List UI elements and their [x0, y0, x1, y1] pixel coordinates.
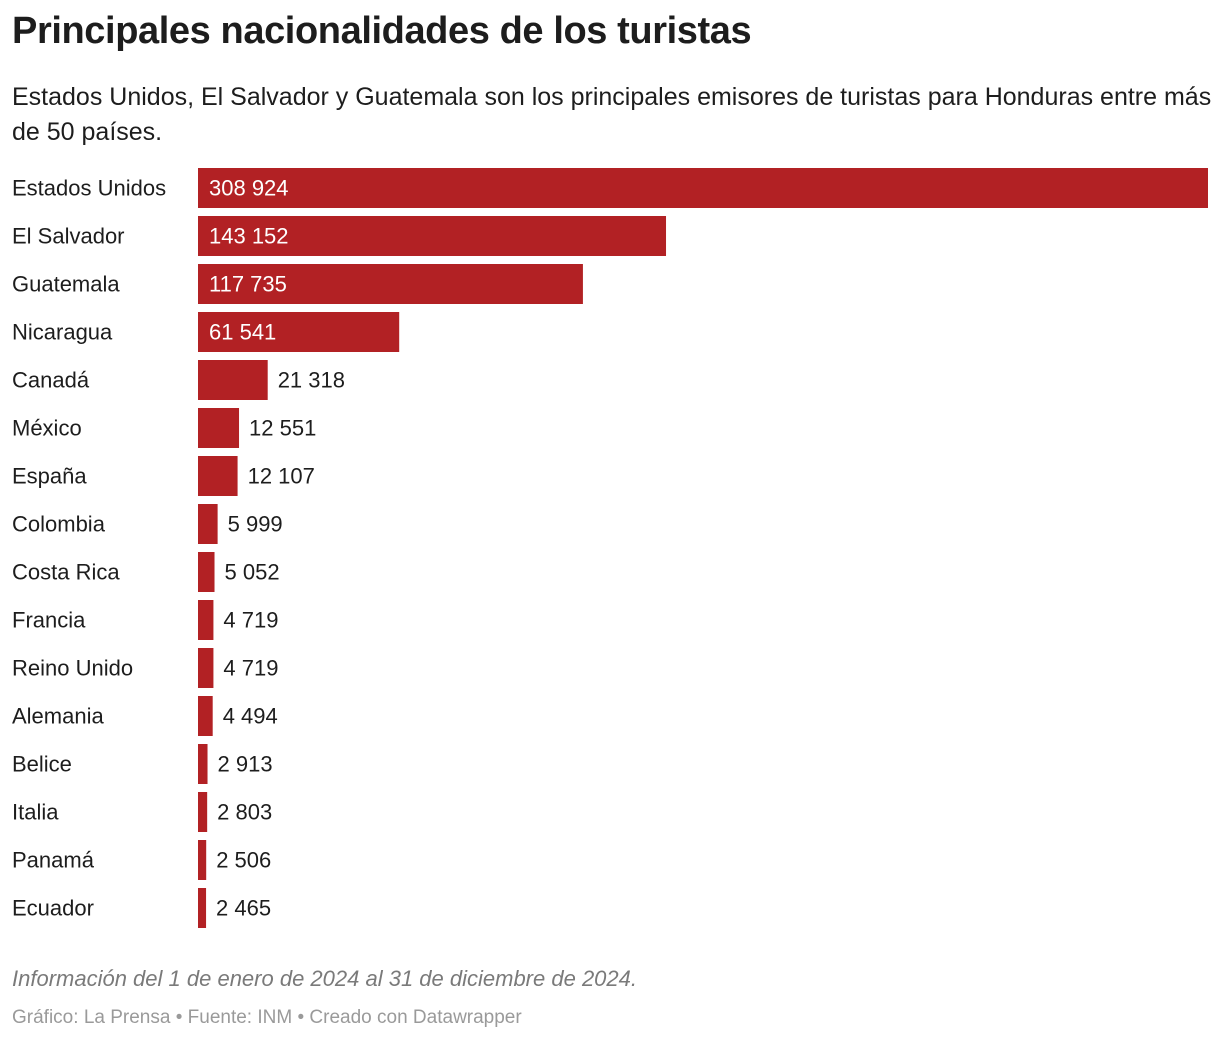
value-label: 4 494: [223, 704, 278, 729]
bar-row: Guatemala 117 735: [12, 264, 583, 304]
byline: Gráfico: La Prensa • Fuente: INM • Cread…: [12, 1007, 522, 1029]
category-label: Reino Unido: [12, 656, 133, 681]
bar: [198, 264, 583, 304]
category-label: Panamá: [12, 848, 95, 873]
value-label: 2 465: [216, 896, 271, 921]
bar: [198, 840, 207, 880]
separator: •: [170, 1007, 188, 1028]
bar-row: España 12 107: [12, 456, 315, 496]
value-label: 2 803: [217, 800, 272, 825]
bar: [198, 648, 214, 688]
bar-row: México 12 551: [12, 408, 316, 448]
category-label: Italia: [12, 800, 59, 825]
bar-row: Italia 2 803: [12, 792, 272, 832]
category-label: Guatemala: [12, 272, 120, 297]
category-label: Ecuador: [12, 896, 94, 921]
bar: [198, 360, 268, 400]
chart-subtitle: Estados Unidos, El Salvador y Guatemala …: [12, 83, 1212, 146]
source-name: INM: [257, 1007, 293, 1028]
value-label: 308 924: [209, 176, 289, 201]
bar: [198, 696, 213, 736]
bar-row: Francia 4 719: [12, 600, 278, 640]
bar: [198, 792, 208, 832]
bar: [198, 552, 215, 592]
value-label: 21 318: [278, 368, 345, 393]
bar: [198, 168, 1208, 208]
category-label: Alemania: [12, 704, 104, 729]
bar-row: Colombia 5 999: [12, 504, 283, 544]
bar: [198, 456, 238, 496]
bar-row: Belice 2 913: [12, 744, 273, 784]
credit-chart: La Prensa: [83, 1007, 171, 1028]
value-label: 143 152: [209, 224, 289, 249]
category-label: España: [12, 464, 87, 489]
category-label: Costa Rica: [12, 560, 120, 585]
credit-prefix: Gráfico:: [12, 1007, 84, 1028]
bar: [198, 312, 400, 352]
bar: [198, 600, 214, 640]
source-prefix: Fuente:: [187, 1007, 258, 1028]
bar: [198, 744, 208, 784]
footnote: Información del 1 de enero de 2024 al 31…: [12, 966, 637, 991]
created-with: Creado con Datawrapper: [309, 1007, 522, 1028]
category-label: México: [12, 416, 82, 441]
value-label: 12 551: [249, 416, 316, 441]
bar: [198, 216, 667, 256]
category-label: Francia: [12, 608, 86, 633]
bar: [198, 888, 207, 928]
value-label: 117 735: [209, 272, 287, 297]
category-label: Belice: [12, 752, 72, 777]
category-label: Canadá: [12, 368, 90, 393]
value-label: 2 506: [216, 848, 271, 873]
bar: [198, 408, 240, 448]
value-label: 12 107: [248, 464, 315, 489]
category-label: El Salvador: [12, 224, 125, 249]
category-label: Nicaragua: [12, 320, 113, 345]
bar: [198, 504, 218, 544]
value-label: 61 541: [209, 320, 276, 345]
value-label: 4 719: [223, 608, 278, 633]
value-label: 4 719: [223, 656, 278, 681]
bar-row: Canadá 21 318: [12, 360, 345, 400]
bar-row: Reino Unido 4 719: [12, 648, 278, 688]
value-label: 5 999: [228, 512, 283, 537]
bar-row: Ecuador 2 465: [12, 888, 271, 928]
bar-chart: Estados Unidos 308 924 El Salvador 143 152 G…: [12, 168, 1208, 928]
category-label: Colombia: [12, 512, 106, 537]
chart-title: Principales nacionalidades de los turist…: [12, 10, 752, 52]
value-label: 5 052: [225, 560, 280, 585]
bar-row: Nicaragua 61 541: [12, 312, 400, 352]
bar-row: El Salvador 143 152: [12, 216, 667, 256]
bar-row: Alemania 4 494: [12, 696, 278, 736]
category-label: Estados Unidos: [12, 176, 166, 201]
bar-row: Estados Unidos 308 924: [12, 168, 1208, 208]
bar-row: Panamá 2 506: [12, 840, 271, 880]
value-label: 2 913: [218, 752, 273, 777]
separator: •: [292, 1007, 310, 1028]
bar-row: Costa Rica 5 052: [12, 552, 280, 592]
